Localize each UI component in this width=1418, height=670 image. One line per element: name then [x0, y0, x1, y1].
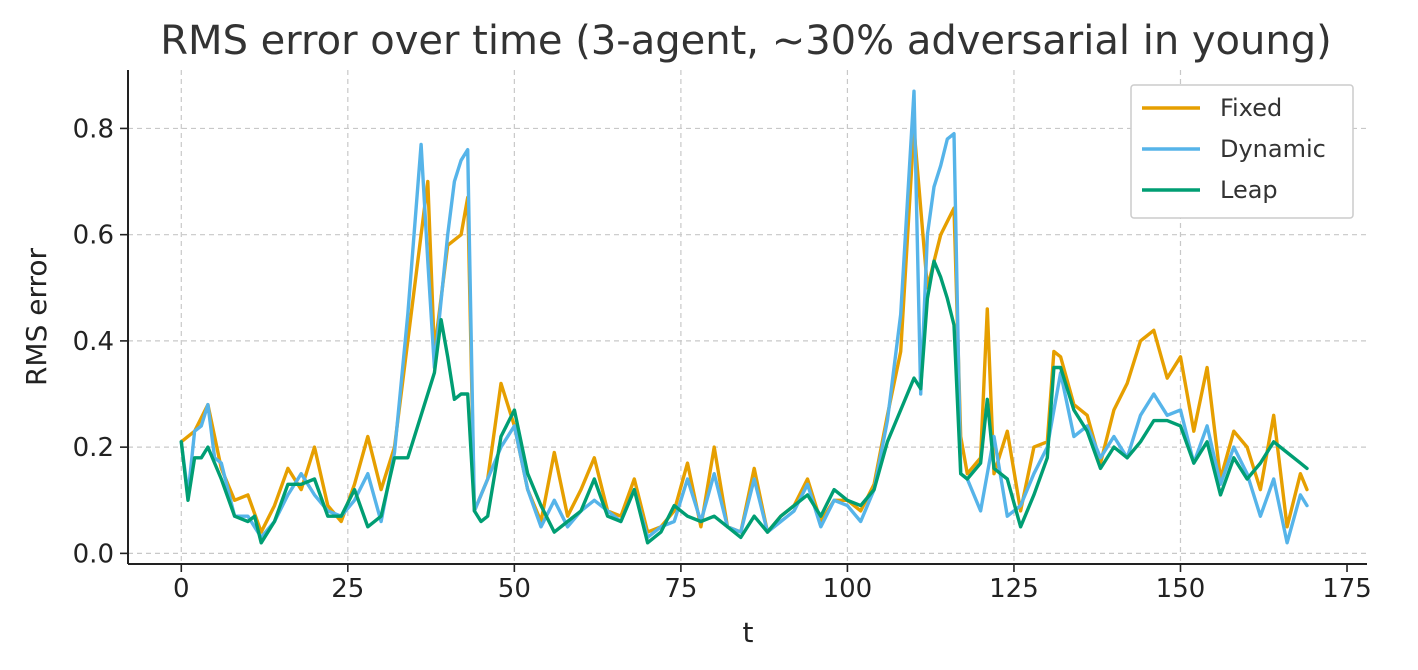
legend-box: [1130, 84, 1354, 219]
y-axis-label: RMS error: [20, 247, 53, 386]
y-tick-label: 0.4: [73, 327, 114, 357]
y-tick-label: 0.2: [73, 433, 114, 463]
y-tick-label: 0.6: [73, 221, 114, 251]
x-tick-label: 0: [173, 574, 190, 604]
series-line-dynamic: [179, 89, 1309, 545]
legend-label-fixed: Fixed: [1220, 94, 1282, 122]
x-tick-label: 75: [664, 574, 697, 604]
tick-labels: 0 25 50 75 100 125 150 175 0.0 0.2 0.4 0.6 0.8: [73, 114, 1372, 604]
series-line-leap: [179, 259, 1309, 545]
y-tick-label: 0.8: [73, 114, 114, 144]
x-tick-label: 175: [1322, 574, 1372, 604]
x-tick-label: 25: [331, 574, 364, 604]
x-tick-label: 100: [823, 574, 873, 604]
chart-title: RMS error over time (3-agent, ~30% adver…: [160, 18, 1331, 64]
legend-label-leap: Leap: [1220, 176, 1278, 204]
legend-label-dynamic: Dynamic: [1220, 135, 1326, 163]
axes: [127, 70, 1367, 565]
legend: Fixed Dynamic Leap: [1130, 84, 1354, 219]
series-line-fixed: [179, 126, 1309, 534]
x-tick-label: 125: [989, 574, 1039, 604]
x-tick-label: 50: [498, 574, 531, 604]
x-tick-label: 150: [1156, 574, 1206, 604]
y-tick-label: 0.0: [73, 539, 114, 569]
series-layer: [179, 89, 1309, 545]
x-axis-label: t: [743, 616, 754, 649]
